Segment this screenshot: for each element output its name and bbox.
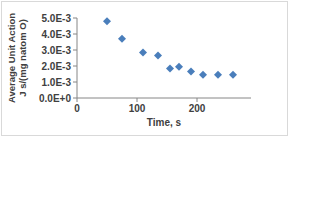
x-axis-title: Time, s: [147, 117, 182, 128]
y-tick-label: 2.0E-3: [42, 61, 72, 72]
data-point: [103, 17, 111, 25]
data-point: [139, 48, 147, 56]
chart-svg: 0.0E+0 1.0E-3 2.0E-3 3.0E-3 4.0E-3 5.0E-3 0 100…: [0, 0, 318, 200]
data-point: [187, 68, 195, 76]
data-point: [199, 71, 207, 79]
y-tick-label: 5.0E-3: [42, 13, 72, 24]
data-point: [229, 71, 237, 79]
y-tick-label: 1.0E-3: [42, 77, 72, 88]
y-tick-label: 0.0E+0: [39, 93, 71, 104]
x-tick: [137, 98, 138, 102]
y-tick: [73, 66, 77, 67]
y-tick-label: 4.0E-3: [42, 29, 72, 40]
y-axis-title: Average Unit Action: [6, 13, 17, 103]
y-tick: [73, 98, 77, 99]
x-tick-label: 100: [129, 103, 146, 114]
x-tick-label: 200: [189, 103, 206, 114]
data-point: [154, 52, 162, 60]
y-tick: [73, 82, 77, 83]
data-point: [175, 63, 183, 71]
chart-container: 0.0E+0 1.0E-3 2.0E-3 3.0E-3 4.0E-3 5.0E-3 0 100…: [0, 0, 318, 200]
data-point: [118, 35, 126, 43]
y-tick-label: 3.0E-3: [42, 45, 72, 56]
y-tick: [73, 34, 77, 35]
plot-area: [103, 17, 237, 79]
y-axis-title: J s/(mg natom O): [17, 19, 28, 97]
x-tick-label: 0: [74, 103, 80, 114]
x-tick: [77, 98, 78, 102]
data-point: [214, 71, 222, 79]
y-tick: [73, 50, 77, 51]
chart-frame: [2, 2, 288, 136]
x-tick: [197, 98, 198, 102]
y-axis-line: [77, 18, 78, 98]
x-axis-line: [77, 98, 251, 99]
y-tick: [73, 18, 77, 19]
data-point: [166, 64, 174, 72]
